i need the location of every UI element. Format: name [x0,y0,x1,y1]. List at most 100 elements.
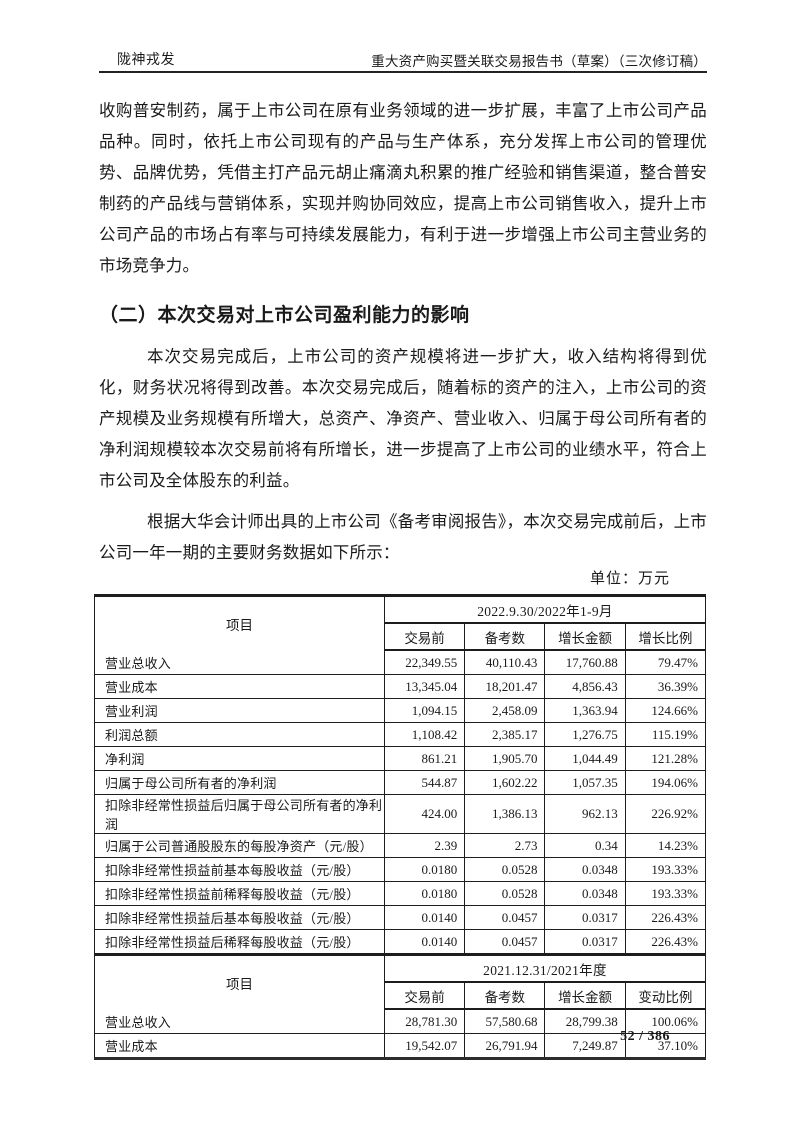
value-cell: 1,276.75 [544,722,626,747]
row-label: 净利润 [94,746,385,771]
value-cell: 4,856.43 [544,674,626,699]
value-cell: 1,363.94 [544,698,626,723]
table-row: 净利润 861.21 1,905.70 1,044.49 121.28% [94,746,707,771]
table-row: 扣除非经常性损益前基本每股收益（元/股） 0.0180 0.0528 0.034… [94,857,707,882]
value-cell: 0.0317 [544,929,626,955]
row-label: 利润总额 [94,722,385,747]
value-cell: 861.21 [383,746,466,771]
section-heading: （二）本次交易对上市公司盈利能力的影响 [99,305,470,326]
table-row: 营业利润 1,094.15 2,458.09 1,363.94 124.66% [94,698,707,723]
row-label: 营业成本 [94,674,385,699]
table-header-row-period-1: 项目 2022.9.30/2022年1-9月 [94,595,707,650]
row-label: 归属于公司普通股股东的每股净资产（元/股） [94,833,385,858]
value-cell: 18,201.47 [464,674,546,699]
table-row: 营业成本 13,345.04 18,201.47 4,856.43 36.39% [94,674,707,699]
value-cell: 2.73 [464,833,546,858]
value-cell: 124.66% [624,698,707,723]
value-cell: 962.13 [544,794,626,834]
value-cell: 544.87 [383,770,466,795]
value-cell: 2.39 [383,833,466,858]
value-cell: 226.43% [624,929,707,955]
table-header-row-cols-1: 交易前 备考数 增长金额 增长比例 [95,623,707,651]
value-cell: 26,791.94 [464,1033,546,1059]
period-header-2021: 2021.12.31/2021年度 [383,953,707,983]
financial-table-wrapper: 项目 2022.9.30/2022年1-9月 交易前 备考数 增长金额 增长比例… [94,594,707,1060]
table-row: 归属于母公司所有者的净利润 544.87 1,602.22 1,057.35 1… [94,770,707,795]
row-label: 扣除非经常性损益前基本每股收益（元/股） [94,857,385,882]
row-label: 扣除非经常性损益前稀释每股收益（元/股） [94,881,385,906]
col-header-pre-deal: 交易前 [383,623,466,651]
col-header-growth-ratio: 增长比例 [624,623,707,651]
value-cell: 0.0180 [383,857,466,882]
col-header-proforma: 备考数 [464,623,546,651]
value-cell: 36.39% [624,674,707,699]
table-row: 营业成本 19,542.07 26,791.94 7,249.87 37.10% [94,1033,707,1059]
value-cell: 0.0180 [383,881,466,906]
value-cell: 193.33% [624,881,707,906]
value-cell: 1,602.22 [464,770,546,795]
value-cell: 115.19% [624,722,707,747]
value-cell: 121.28% [624,746,707,771]
col-header-pre-deal: 交易前 [383,982,466,1010]
table-row: 营业总收入 28,781.30 57,580.68 28,799.38 100.… [94,1009,707,1034]
value-cell: 1,905.70 [464,746,546,771]
value-cell: 1,057.35 [544,770,626,795]
value-cell: 13,345.04 [383,674,466,699]
value-cell: 1,386.13 [464,794,546,834]
table-row: 扣除非经常性损益后归属于母公司所有者的净利润 424.00 1,386.13 9… [94,794,707,834]
value-cell: 14.23% [624,833,707,858]
value-cell: 2,458.09 [464,698,546,723]
table-row: 营业总收入 22,349.55 40,110.43 17,760.88 79.4… [94,650,707,675]
col-header-growth-amount: 增长金额 [544,623,626,651]
value-cell: 0.0528 [464,857,546,882]
value-cell: 0.0140 [383,905,466,930]
col-header-proforma: 备考数 [464,982,546,1010]
table-row: 利润总额 1,108.42 2,385.17 1,276.75 115.19% [94,722,707,747]
header-divider [99,71,707,73]
value-cell: 17,760.88 [544,650,626,675]
row-label: 扣除非经常性损益后基本每股收益（元/股） [94,905,385,930]
row-label: 营业总收入 [94,650,385,675]
value-cell: 1,094.15 [383,698,466,723]
row-label: 营业利润 [94,698,385,723]
header-report-title: 重大资产购买暨关联交易报告书（草案）（三次修订稿） [371,54,707,69]
table-row: 归属于公司普通股股东的每股净资产（元/股） 2.39 2.73 0.34 14.… [94,833,707,858]
paragraph-acquisition-benefit: 收购普安制药，属于上市公司在原有业务领域的进一步扩展，丰富了上市公司产品品种。同… [99,101,707,275]
page-number: 52 / 386 [620,1029,670,1044]
value-cell: 28,781.30 [383,1009,466,1034]
table-row: 扣除非经常性损益后基本每股收益（元/股） 0.0140 0.0457 0.031… [94,905,707,930]
value-cell: 1,044.49 [544,746,626,771]
table-header-row-cols-2: 交易前 备考数 增长金额 变动比例 [95,982,707,1010]
table-row: 扣除非经常性损益前稀释每股收益（元/股） 0.0180 0.0528 0.034… [94,881,707,906]
value-cell: 37.10% [624,1033,707,1059]
value-cell: 1,108.42 [383,722,466,747]
value-cell: 0.0528 [464,881,546,906]
row-label: 扣除非经常性损益后归属于母公司所有者的净利润 [94,794,385,834]
value-cell: 79.47% [624,650,707,675]
col-header-growth-amount: 增长金额 [544,982,626,1010]
col-header-change-ratio: 变动比例 [624,982,707,1010]
value-cell: 0.0457 [464,929,546,955]
value-cell: 0.0348 [544,857,626,882]
row-label: 扣除非经常性损益后稀释每股收益（元/股） [94,929,385,955]
period-header-2022: 2022.9.30/2022年1-9月 [383,595,707,624]
table-header-row-period-2: 项目 2021.12.31/2021年度 [94,953,707,1009]
paragraph-profit-impact: 本次交易完成后，上市公司的资产规模将进一步扩大，收入结构将得到优化，财务状况将得… [99,347,707,490]
unit-label: 单位：万元 [589,571,670,587]
value-cell: 22,349.55 [383,650,466,675]
value-cell: 2,385.17 [464,722,546,747]
value-cell: 0.0140 [383,929,466,955]
value-cell: 19,542.07 [383,1033,466,1059]
paragraph-data-intro: 根据大华会计师出具的上市公司《备考审阅报告》，本次交易完成前后，上市公司一年一期… [99,512,707,562]
value-cell: 0.0348 [544,881,626,906]
value-cell: 424.00 [383,794,466,834]
value-cell: 193.33% [624,857,707,882]
financial-table: 项目 2022.9.30/2022年1-9月 交易前 备考数 增长金额 增长比例… [94,594,707,1060]
header-company-name: 陇神戎发 [117,53,175,68]
item-column-header: 项目 [94,595,385,650]
value-cell: 7,249.87 [544,1033,626,1059]
value-cell: 194.06% [624,770,707,795]
row-label: 营业总收入 [94,1009,385,1034]
value-cell: 40,110.43 [464,650,546,675]
